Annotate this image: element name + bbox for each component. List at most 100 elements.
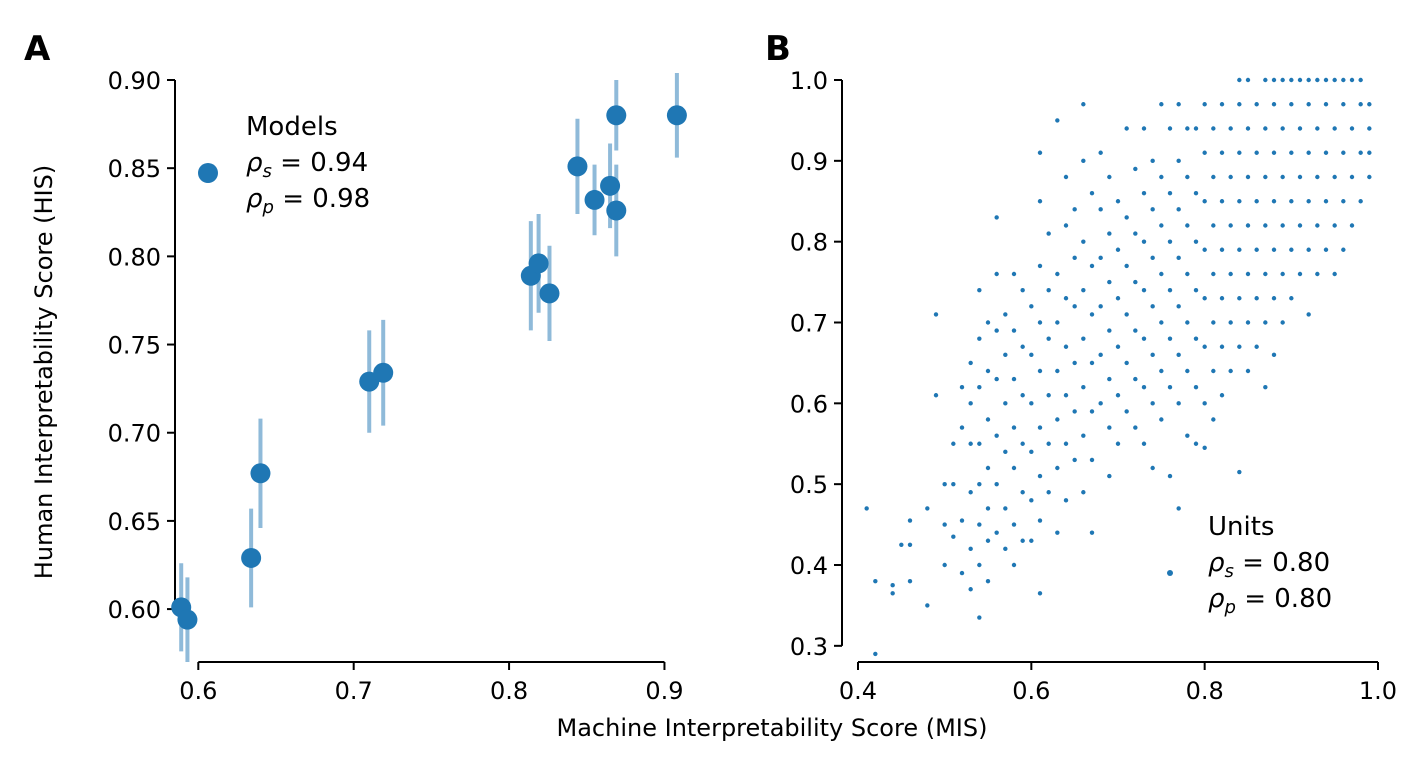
unit-point: [1150, 207, 1155, 212]
unit-point: [1046, 393, 1051, 398]
unit-point: [1124, 360, 1129, 366]
y-axis-label: Human Interpretability Score (HIS): [30, 165, 58, 579]
panel-b: B 0.4 0.6 0.8 1.0 0.3 0.4 0.5 0.6 0.7 0.8 0.9 1.0 Uni…: [765, 29, 1397, 705]
unit-point: [1341, 199, 1346, 204]
y-tick-label: 0.3: [790, 633, 828, 661]
unit-point: [1029, 538, 1034, 543]
unit-point: [1349, 223, 1355, 228]
unit-point: [1124, 409, 1129, 414]
unit-point: [1098, 352, 1103, 358]
unit-point: [1349, 77, 1355, 83]
unit-point: [1107, 425, 1112, 430]
unit-point: [1219, 393, 1225, 398]
y-tick-label: 0.8: [790, 229, 828, 257]
unit-point: [1228, 271, 1233, 277]
unit-point: [977, 481, 982, 487]
y-tick-label: 0.80: [108, 243, 161, 271]
unit-point: [1141, 287, 1147, 293]
unit-point: [1072, 457, 1077, 463]
unit-point: [942, 522, 947, 527]
unit-point: [1063, 498, 1069, 503]
unit-point: [1011, 376, 1017, 382]
unit-point: [1098, 304, 1103, 309]
unit-point: [1228, 174, 1233, 180]
x-tick-label: 1.0: [1359, 677, 1397, 705]
unit-point: [1245, 174, 1251, 180]
y-tick-label: 0.90: [108, 67, 161, 95]
unit-point: [1055, 530, 1060, 535]
unit-point: [1159, 271, 1164, 277]
unit-point: [1107, 231, 1112, 236]
y-tick-label: 0.5: [790, 471, 828, 499]
unit-point: [1098, 150, 1103, 155]
unit-point: [1176, 207, 1181, 212]
x-tick-label: 0.7: [335, 677, 373, 705]
unit-point: [1358, 102, 1363, 107]
unit-point: [942, 562, 947, 568]
model-point: [606, 200, 627, 221]
unit-point: [1185, 320, 1190, 325]
model-point: [584, 189, 605, 210]
model-point: [250, 463, 271, 484]
unit-point: [1237, 247, 1242, 252]
unit-point: [1167, 336, 1173, 341]
model-point: [528, 253, 549, 274]
unit-point: [1115, 296, 1121, 301]
unit-point: [1323, 247, 1329, 252]
unit-point: [1011, 425, 1017, 430]
unit-point: [1289, 296, 1294, 301]
y-tick-label: 1.0: [790, 67, 828, 95]
unit-point: [1289, 150, 1294, 155]
legend-stat-s: ρs = 0.94: [246, 148, 368, 182]
unit-point: [1011, 522, 1017, 527]
unit-point: [994, 481, 999, 487]
unit-point: [1037, 368, 1043, 374]
unit-point: [1029, 449, 1034, 455]
unit-point: [933, 393, 939, 398]
unit-point: [985, 465, 991, 471]
unit-point: [968, 401, 973, 406]
unit-point: [1089, 190, 1095, 196]
unit-point: [1263, 384, 1268, 390]
unit-point: [1098, 207, 1103, 212]
unit-point: [1081, 287, 1086, 293]
model-point: [600, 175, 621, 196]
y-tick-label: 0.85: [108, 155, 161, 183]
unit-point: [1280, 126, 1285, 131]
unit-point: [1211, 174, 1216, 180]
unit-point: [1141, 126, 1147, 131]
unit-point: [1193, 239, 1199, 244]
unit-point: [1315, 77, 1320, 83]
unit-point: [951, 441, 956, 446]
unit-point: [1055, 118, 1060, 123]
unit-point: [994, 271, 999, 277]
unit-point: [1081, 336, 1086, 341]
unit-point: [1349, 174, 1355, 180]
unit-point: [1202, 296, 1207, 301]
unit-point: [1133, 328, 1138, 333]
unit-point: [1072, 360, 1077, 366]
unit-point: [1072, 409, 1077, 414]
unit-point: [1098, 401, 1103, 406]
unit-point: [1280, 77, 1285, 83]
unit-point: [1202, 445, 1207, 450]
unit-point: [1115, 247, 1121, 252]
unit-point: [1280, 271, 1285, 277]
unit-point: [1003, 449, 1008, 455]
unit-point: [1063, 441, 1069, 446]
unit-point: [1046, 287, 1051, 293]
unit-point: [1315, 271, 1320, 277]
y-tick-label: 0.6: [790, 390, 828, 418]
unit-point: [1193, 441, 1199, 446]
unit-point: [890, 591, 895, 596]
y-tick-label: 0.4: [790, 552, 828, 580]
unit-point: [1367, 102, 1372, 107]
unit-point: [1133, 376, 1138, 382]
unit-point: [1133, 231, 1138, 236]
y-tick-label: 0.60: [108, 596, 161, 624]
unit-point: [1306, 150, 1311, 155]
model-point: [666, 105, 687, 126]
unit-point: [1323, 150, 1329, 155]
